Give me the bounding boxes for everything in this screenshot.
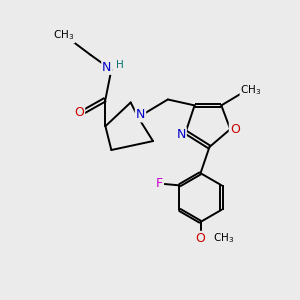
Text: CH$_3$: CH$_3$ — [240, 83, 262, 97]
Text: CH$_3$: CH$_3$ — [213, 231, 234, 245]
Text: O: O — [74, 106, 84, 119]
Text: N: N — [176, 128, 186, 141]
Text: CH$_3$: CH$_3$ — [53, 29, 74, 43]
Text: F: F — [156, 177, 163, 190]
Text: H: H — [116, 60, 124, 70]
Text: N: N — [102, 61, 112, 74]
Text: N: N — [136, 108, 145, 122]
Text: O: O — [230, 123, 240, 136]
Text: O: O — [196, 232, 206, 245]
